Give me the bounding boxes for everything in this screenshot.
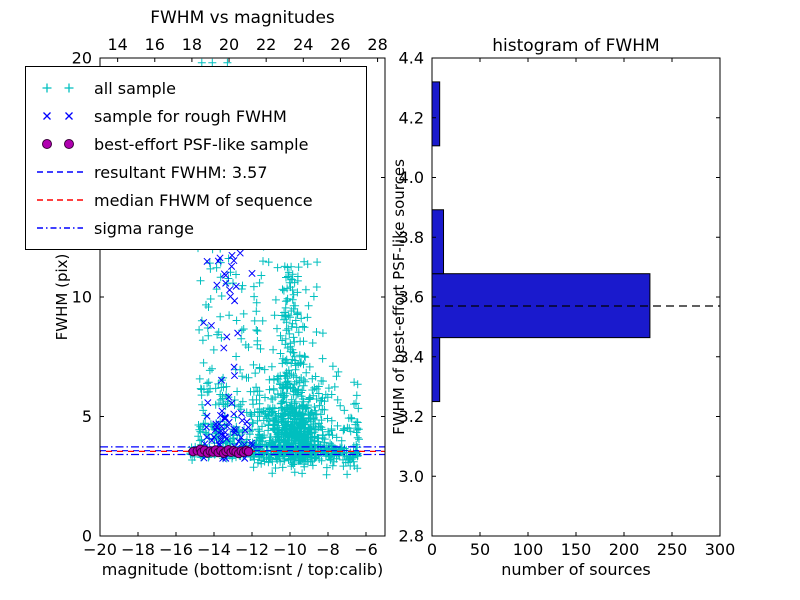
right-yaxis-label: FWHM of best-effort PSF-like sources xyxy=(390,159,408,435)
legend-item-resultant-fwhm: resultant FWHM: 3.57 xyxy=(34,158,356,186)
ticks xyxy=(99,57,721,537)
scatter-layer xyxy=(100,58,385,479)
tick-label: 4.4 xyxy=(399,49,424,68)
tick-label: −18 xyxy=(121,540,155,559)
tick-label: 20 xyxy=(219,35,239,54)
plus-marker-icon xyxy=(42,83,74,93)
tick-label: −8 xyxy=(316,540,340,559)
tick-label: 100 xyxy=(513,540,544,559)
tick-label: 3.2 xyxy=(399,407,424,426)
tick-label: −6 xyxy=(354,540,378,559)
tick-label: 2.8 xyxy=(399,527,424,546)
dash-dot-line-icon xyxy=(37,227,83,229)
tick-label: 16 xyxy=(145,35,165,54)
right-plot-title: histogram of FWHM xyxy=(492,36,660,56)
tick-label: 50 xyxy=(470,540,490,559)
x-marker-icon xyxy=(43,112,73,120)
histogram-bar xyxy=(431,81,441,147)
tick-label: 20 xyxy=(72,49,92,68)
psf-sample-points xyxy=(188,444,254,459)
tick-label: 3.6 xyxy=(399,288,424,307)
tick-label: 250 xyxy=(657,540,688,559)
legend-item-all-sample: all sample xyxy=(34,74,356,102)
left-plot-title: FWHM vs magnitudes xyxy=(150,8,335,28)
tick-label: −14 xyxy=(197,540,231,559)
legend-label: all sample xyxy=(94,78,176,98)
legend-item-median-fwhm: median FHWM of sequence xyxy=(34,186,356,214)
tick-label: 10 xyxy=(72,288,92,307)
circle-marker-icon xyxy=(42,139,74,149)
tick-label: 18 xyxy=(182,35,202,54)
legend-label: sample for rough FWHM xyxy=(94,106,287,126)
legend-label: resultant FWHM: 3.57 xyxy=(94,162,268,182)
tick-label: 3.0 xyxy=(399,467,424,486)
tick-label: −10 xyxy=(273,540,307,559)
tick-label: 24 xyxy=(293,35,313,54)
tick-label: 22 xyxy=(256,35,276,54)
histogram-bar xyxy=(431,209,445,275)
tick-label: 28 xyxy=(367,35,387,54)
tick-label: 26 xyxy=(330,35,350,54)
legend-item-rough-fwhm: sample for rough FWHM xyxy=(34,102,356,130)
legend-label: best-effort PSF-like sample xyxy=(94,134,309,154)
dashed-line-icon xyxy=(37,171,83,173)
tick-label: 0 xyxy=(427,540,437,559)
tick-label: 14 xyxy=(107,35,127,54)
legend-box: all sample sample for rough FWHM best-ef… xyxy=(25,66,367,250)
tick-label: 5 xyxy=(82,407,92,426)
legend-label: sigma range xyxy=(94,218,194,238)
left-yaxis-label: FWHM (pix) xyxy=(53,254,71,341)
histogram-bar xyxy=(431,337,441,403)
tick-label: −16 xyxy=(159,540,193,559)
tick-label: −20 xyxy=(83,540,117,559)
histogram-bars xyxy=(431,81,720,403)
tick-label: 3.8 xyxy=(399,228,424,247)
tick-label: 200 xyxy=(609,540,640,559)
legend-item-sigma-range: sigma range xyxy=(34,214,356,242)
tick-label: 4.0 xyxy=(399,168,424,187)
tick-label: 150 xyxy=(561,540,592,559)
tick-label: −12 xyxy=(235,540,269,559)
dashed-line-icon xyxy=(37,199,83,201)
left-xaxis-label: magnitude (bottom:isnt / top:calib) xyxy=(101,560,384,579)
legend-label: median FHWM of sequence xyxy=(94,190,313,210)
right-xaxis-label: number of sources xyxy=(501,560,651,579)
legend-item-psf-sample: best-effort PSF-like sample xyxy=(34,130,356,158)
tick-label: 4.2 xyxy=(399,108,424,127)
tick-label: 3.4 xyxy=(399,347,424,366)
tick-label: 0 xyxy=(82,527,92,546)
tick-label: 300 xyxy=(705,540,736,559)
